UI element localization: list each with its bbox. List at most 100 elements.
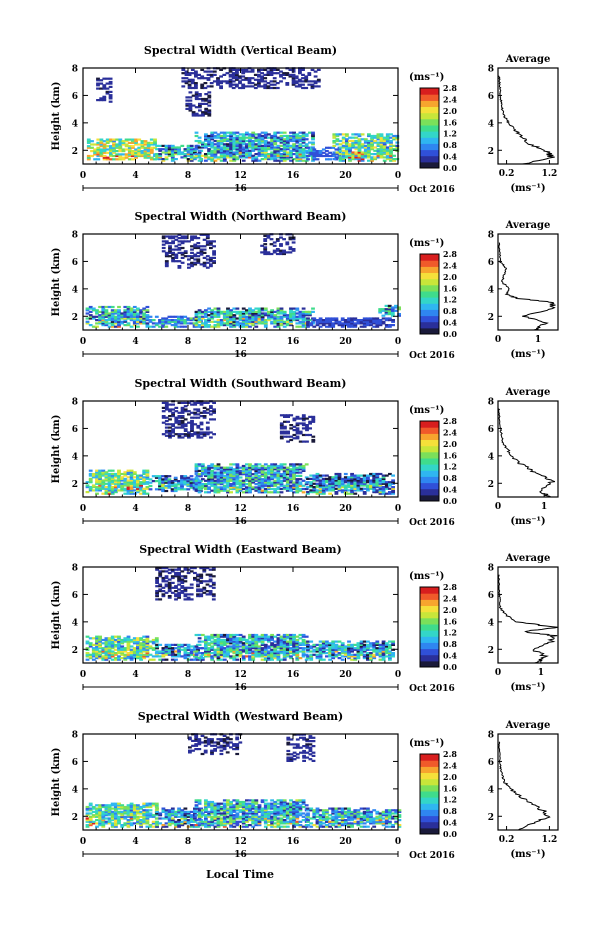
heatmap-cell — [289, 153, 293, 156]
heatmap-cell — [129, 325, 134, 328]
heatmap-cell — [137, 154, 142, 158]
heatmap-cell — [345, 156, 349, 159]
heatmap-cell — [189, 153, 194, 156]
heatmap-cell — [238, 640, 243, 643]
heatmap-cell — [251, 143, 256, 146]
heatmap-cell — [171, 260, 175, 263]
heatmap-cell — [248, 153, 252, 156]
heatmap-cell — [226, 637, 230, 640]
heatmap-cell — [347, 324, 351, 327]
heatmap-cell — [273, 479, 278, 482]
heatmap-cell — [289, 309, 293, 312]
heatmap-cell — [340, 486, 345, 489]
heatmap-cell — [241, 491, 246, 494]
heatmap-cell — [183, 235, 188, 238]
heatmap-cell — [250, 68, 255, 71]
heatmap-cell — [210, 463, 215, 466]
heatmap-cell — [210, 315, 215, 318]
heatmap-cell — [219, 148, 224, 151]
heatmap-cell — [328, 653, 332, 656]
heatmap-cell — [229, 484, 233, 487]
heatmap-cell — [254, 642, 259, 645]
heatmap-cell — [107, 648, 112, 651]
heatmap-cell — [170, 484, 175, 488]
heatmap-cell — [248, 138, 252, 141]
colorbar-unit: (ms⁻¹) — [409, 238, 444, 249]
heatmap-cell — [331, 640, 336, 643]
heatmap-cell — [315, 474, 320, 477]
heatmap-cell — [248, 478, 252, 481]
heatmap-cell — [321, 154, 326, 158]
heatmap-cell — [213, 476, 218, 479]
heatmap-cell — [219, 310, 224, 313]
heatmap-cell — [379, 141, 384, 144]
heatmap-cell — [213, 307, 218, 310]
heatmap-cell — [183, 483, 188, 486]
heatmap-cell — [241, 149, 246, 152]
heatmap-cell — [238, 317, 243, 320]
heatmap-cell — [129, 471, 134, 474]
panel-1: Spectral Width (Vertical Beam)2468Height… — [51, 44, 559, 195]
heatmap-cell — [318, 647, 323, 650]
heatmap-cell — [251, 658, 256, 661]
heatmap-cell — [123, 482, 128, 485]
heatmap-cell — [305, 417, 309, 420]
heatmap-cell — [174, 418, 179, 421]
heatmap-cell — [189, 146, 194, 149]
heatmap-cell — [98, 657, 102, 660]
heatmap-cell — [200, 653, 205, 656]
heatmap-cell — [325, 158, 329, 161]
heatmap-cell — [212, 245, 216, 248]
heatmap-cell — [191, 104, 196, 107]
heatmap-cell — [289, 481, 293, 484]
heatmap-cell — [177, 240, 182, 243]
heatmap-cell — [232, 645, 237, 648]
heatmap-cell — [238, 82, 242, 85]
heatmap-cell — [174, 260, 179, 263]
heatmap-cell — [350, 482, 354, 485]
heatmap-cell — [263, 144, 268, 147]
heatmap-cell — [129, 315, 134, 318]
heatmap-cell — [356, 643, 361, 646]
heatmap-cell — [99, 87, 104, 90]
heatmap-cell — [99, 138, 104, 141]
heatmap-cell — [232, 143, 237, 146]
heatmap-cell — [376, 144, 381, 147]
heatmap-cell — [369, 486, 373, 489]
heatmap-cell — [149, 146, 154, 149]
heatmap-cell — [180, 261, 185, 264]
heatmap-cell — [279, 315, 284, 318]
heatmap-cell — [132, 640, 137, 643]
heatmap-cell — [379, 146, 384, 149]
heatmap-cell — [209, 73, 214, 76]
heatmap-cell — [219, 154, 224, 157]
heatmap-cell — [366, 476, 370, 479]
heatmap-cell — [164, 478, 169, 481]
colorbar-tick-label: 0.0 — [443, 163, 457, 173]
heatmap-cell — [301, 427, 306, 430]
heatmap-cell — [312, 645, 317, 648]
heatmap-cell — [388, 491, 392, 494]
heatmap-cell — [95, 471, 99, 474]
heatmap-cell — [257, 314, 262, 317]
heatmap-cell — [285, 479, 290, 482]
heatmap-cell — [332, 136, 337, 139]
heatmap-cell — [104, 655, 109, 658]
heatmap-cell — [174, 151, 178, 154]
heatmap-cell — [276, 486, 281, 489]
heatmap-cell — [359, 650, 364, 653]
heatmap-cell — [213, 131, 218, 134]
heatmap-cell — [204, 640, 208, 643]
heatmap-cell — [213, 653, 218, 656]
heatmap-cell — [309, 322, 314, 325]
heatmap-cell — [251, 637, 256, 640]
heatmap-cell — [306, 650, 310, 653]
heatmap-cell — [167, 475, 172, 478]
heatmap-cell — [134, 154, 138, 158]
heatmap-cell — [391, 474, 395, 477]
heatmap-cell — [210, 149, 215, 152]
heatmap-cell — [356, 650, 361, 653]
heatmap-cell — [298, 633, 303, 637]
heatmap-cell — [107, 491, 112, 494]
heatmap-cell — [212, 70, 217, 73]
